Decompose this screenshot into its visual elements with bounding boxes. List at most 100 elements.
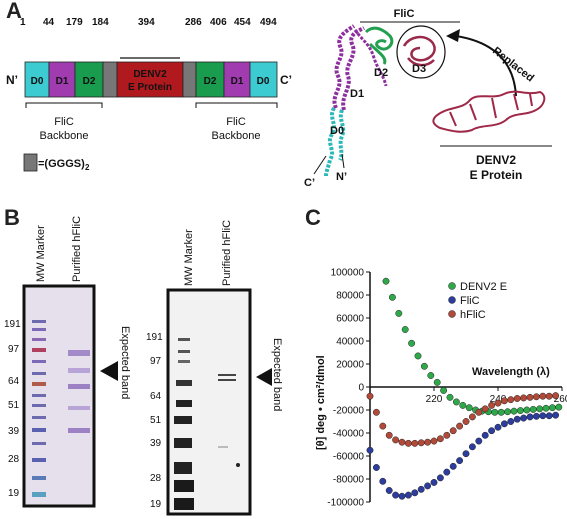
panel-label-b: B	[4, 205, 20, 230]
cd-point	[372, 408, 380, 416]
cd-point	[523, 406, 531, 414]
cd-point	[475, 408, 483, 416]
cd-legend-label: FliC	[460, 295, 480, 307]
cd-point	[481, 431, 489, 439]
cd-point	[465, 404, 473, 412]
cd-point	[372, 464, 380, 471]
cd-point	[462, 418, 470, 425]
cd-ytick-label: -60000	[333, 452, 365, 463]
pos-286: 286	[185, 17, 202, 28]
cd-point	[392, 436, 400, 444]
cd-series-hflic	[366, 392, 560, 447]
label-d1: D1	[350, 88, 364, 100]
backbone-left-line2: Backbone	[40, 130, 89, 142]
cd-point	[475, 437, 483, 445]
cd-xlabel: Wavelength (λ)	[472, 366, 550, 378]
gel-left-mw-191: 191	[4, 319, 21, 330]
pos-406: 406	[210, 17, 227, 28]
cd-point	[462, 450, 470, 458]
cd-point	[452, 398, 460, 406]
cd-point	[404, 439, 412, 447]
cd-point	[513, 395, 521, 402]
cd-point	[379, 422, 387, 430]
cd-point	[430, 479, 438, 486]
label-d2: D2	[374, 67, 388, 79]
gel-left-lane-hflic: Purified hFliC	[71, 216, 83, 282]
cd-point	[398, 438, 406, 446]
domain-d3-structure	[402, 35, 436, 67]
cd-point	[420, 362, 428, 370]
cd-point	[494, 423, 502, 431]
gel-right-mw-64: 64	[150, 391, 162, 402]
cd-xtick-label: 260	[554, 394, 567, 405]
cd-point	[433, 378, 441, 386]
cd-point	[488, 427, 496, 435]
flic-title: FliC	[394, 8, 415, 20]
c-terminus-label: C’	[280, 73, 292, 87]
cd-legend-marker	[448, 296, 456, 304]
gel-left-mw-28: 28	[8, 454, 20, 465]
cd-point	[468, 443, 476, 451]
cd-point	[500, 420, 508, 428]
label-denv2: DENV2	[133, 69, 167, 80]
cd-point	[510, 407, 518, 415]
n-terminus-label: N’	[6, 73, 18, 87]
cd-point	[443, 468, 451, 476]
gel-right-ladder	[174, 338, 194, 510]
pos-1: 1	[20, 17, 26, 28]
cd-point	[440, 387, 448, 394]
linker-legend-sub: 2	[85, 163, 90, 172]
cd-point	[414, 352, 422, 360]
gel-left-mw-39: 39	[8, 426, 20, 437]
backbone-right-line2: Backbone	[212, 130, 261, 142]
gel-left-mw-19: 19	[8, 488, 20, 499]
arrow-c-term	[313, 155, 327, 175]
gel-right-mw-28: 28	[150, 473, 162, 484]
backbone-bracket-left	[25, 102, 103, 108]
cd-point	[545, 412, 553, 420]
gel-left-mw-51: 51	[8, 400, 20, 411]
label-d2-right: D2	[204, 76, 217, 87]
gel-left-mw-64: 64	[8, 376, 20, 387]
cd-point	[494, 399, 502, 407]
label-n-term: N’	[336, 171, 347, 183]
pos-44: 44	[43, 17, 55, 28]
cd-point	[507, 418, 515, 425]
cd-point	[411, 439, 419, 447]
pos-184: 184	[92, 17, 109, 28]
cd-point	[459, 401, 467, 409]
cd-point	[539, 392, 547, 400]
gel-left: MW Marker Purified hFliC 191 97 64 51 39…	[4, 216, 131, 508]
gel-right-sample-lane	[218, 374, 240, 467]
cd-point	[424, 438, 432, 446]
cd-point	[449, 462, 457, 470]
cd-point	[500, 397, 508, 405]
cd-legend-marker	[448, 282, 456, 290]
replaced-arrowhead	[446, 29, 460, 42]
label-d0-left: D0	[31, 76, 44, 87]
cd-legend-label: DENV2 E	[460, 281, 507, 293]
gel-right-mw-97: 97	[150, 356, 162, 367]
helix-d1	[332, 24, 365, 111]
cd-point	[516, 407, 524, 415]
domain-d0-right	[249, 61, 278, 98]
cd-point	[513, 415, 521, 423]
cd-point	[430, 437, 438, 445]
cd-ytick-label: -40000	[333, 429, 365, 440]
cd-point	[532, 393, 540, 401]
label-c-term: C’	[304, 177, 315, 189]
cd-point	[417, 439, 425, 447]
gel-right-expected-band: Expected band	[271, 338, 283, 411]
gel-left-lane-mw: MW Marker	[35, 225, 47, 282]
cd-point	[507, 396, 515, 404]
cd-point	[491, 408, 499, 416]
structure-illustration: FliC D0 D1 D2 D3 C’ N’ Replaced DENV2 E …	[304, 8, 552, 189]
gel-left-mw-97: 97	[8, 344, 20, 355]
arrow-n-term	[341, 153, 345, 169]
cd-point	[456, 422, 464, 430]
cd-point	[379, 477, 387, 485]
cd-point	[382, 277, 390, 285]
domain-d1-right	[223, 61, 251, 98]
cd-point	[443, 431, 451, 439]
pos-494: 494	[260, 17, 277, 28]
